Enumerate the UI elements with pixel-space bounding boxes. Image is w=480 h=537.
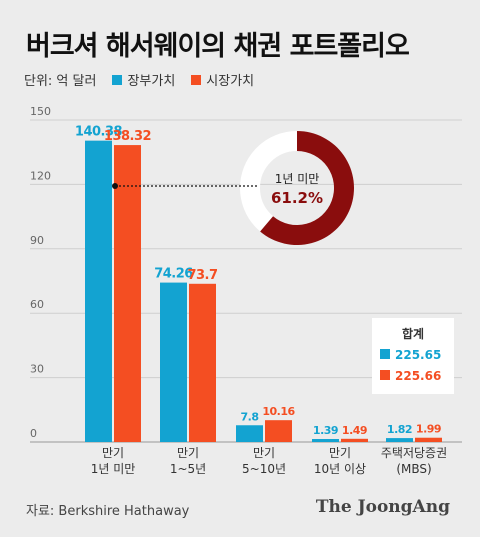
source-note: 자료: Berkshire Hathaway — [26, 504, 190, 519]
page-title: 버크셔 해서웨이의 채권 포트폴리오 — [26, 31, 410, 62]
data-label: 1.39 — [313, 424, 338, 437]
data-label: 1.99 — [416, 423, 441, 436]
bar-book — [236, 425, 263, 442]
y-tick-label: 0 — [30, 427, 37, 440]
legend-swatch-market — [191, 74, 202, 85]
x-category-label: 만기 — [329, 446, 351, 460]
data-label: 140.38 — [75, 125, 123, 140]
y-tick-label: 90 — [30, 234, 44, 247]
y-tick-label: 150 — [30, 105, 51, 118]
donut-value: 61.2% — [271, 189, 323, 207]
legend-label-book: 장부가치 — [127, 74, 176, 89]
x-category-label: (MBS) — [396, 462, 431, 476]
publisher-logo: The JoongAng — [315, 497, 450, 517]
bar-market — [189, 283, 216, 442]
x-category-label: 만기 — [253, 446, 275, 460]
y-tick-label: 120 — [30, 169, 51, 182]
y-tick-label: 30 — [30, 363, 44, 376]
donut-label: 1년 미만 — [275, 172, 320, 186]
totals-swatch-book — [380, 349, 390, 359]
bar-book — [386, 438, 413, 442]
x-category-label: 1~5년 — [170, 462, 206, 476]
bar-book — [85, 140, 112, 442]
data-label: 138.32 — [104, 129, 151, 144]
totals-title: 합계 — [402, 326, 424, 341]
bar-market — [341, 438, 368, 442]
bar-market — [265, 420, 292, 442]
connector-dot — [112, 183, 118, 189]
totals-market-value: 225.66 — [395, 369, 441, 383]
data-label: 73.7 — [187, 268, 218, 283]
data-label: 1.49 — [342, 424, 367, 437]
y-tick-label: 60 — [30, 298, 44, 311]
data-label: 74.26 — [154, 267, 193, 282]
totals-swatch-market — [380, 370, 390, 380]
bar-market — [114, 145, 141, 442]
data-label: 1.82 — [387, 423, 412, 436]
x-category-label: 주택저당증권 — [381, 446, 447, 460]
unit-label: 단위: 억 달러 — [24, 74, 97, 89]
donut-slice-under-1yr — [260, 131, 355, 245]
legend: 단위: 억 달러 장부가치 시장가치 — [24, 70, 254, 89]
legend-swatch-book — [112, 74, 123, 85]
bar-book — [160, 282, 187, 442]
x-category-label: 만기 — [177, 446, 199, 460]
x-category-label: 10년 이상 — [314, 462, 366, 476]
x-category-label: 5~10년 — [242, 462, 286, 476]
data-label: 7.8 — [241, 410, 259, 423]
totals-book-value: 225.65 — [395, 348, 441, 362]
data-label: 10.16 — [262, 405, 295, 418]
x-category-label: 만기 — [102, 446, 124, 460]
bar-book — [312, 439, 339, 442]
bar-market — [415, 437, 442, 442]
legend-label-market: 시장가치 — [206, 74, 255, 89]
legend-item-book: 장부가치 — [112, 70, 175, 89]
legend-item-market: 시장가치 — [191, 70, 254, 89]
x-category-label: 1년 미만 — [91, 462, 136, 476]
